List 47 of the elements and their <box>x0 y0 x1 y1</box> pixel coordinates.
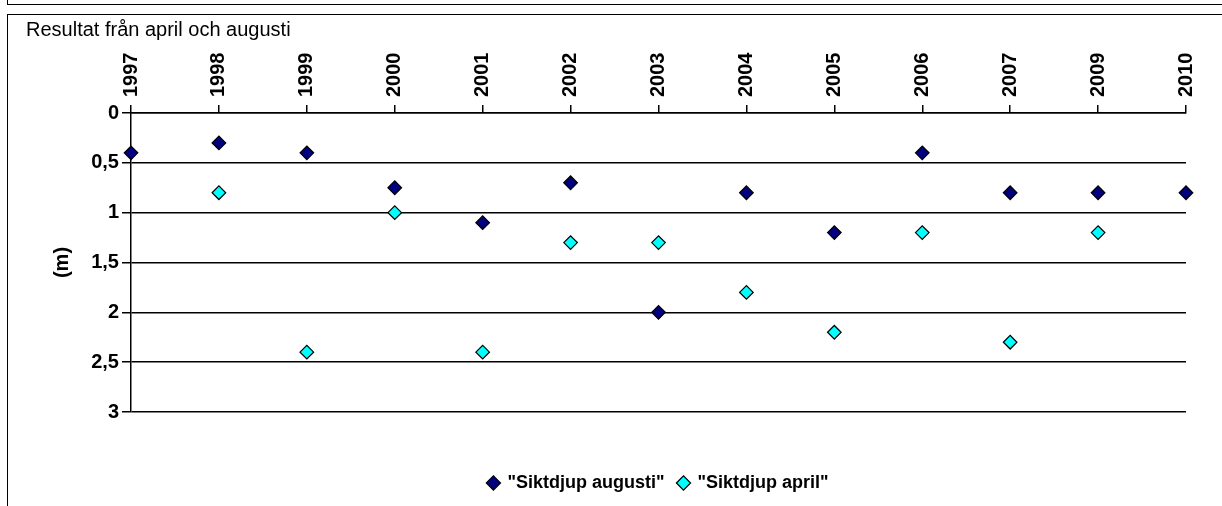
point <box>387 205 403 221</box>
legend-label: "Siktdjup april" <box>697 471 829 492</box>
y-tick-label: 3 <box>107 399 119 422</box>
x-tick-label: 1997 <box>118 52 141 97</box>
chart-title: Resultat från april och augusti <box>26 17 291 40</box>
y-tick-label: 2 <box>107 299 119 322</box>
point <box>826 324 842 340</box>
x-tick-label: 2009 <box>1085 52 1108 97</box>
point <box>211 135 227 151</box>
point <box>1090 225 1106 240</box>
y-tick-label: 0 <box>107 100 119 123</box>
legend-label: "Siktdjup augusti" <box>507 471 665 492</box>
point <box>211 185 227 201</box>
point <box>1178 185 1194 201</box>
point <box>651 235 666 250</box>
point <box>563 175 578 191</box>
point <box>1002 334 1018 350</box>
x-tick-label: 2010 <box>1173 52 1196 97</box>
y-tick-label: 1 <box>107 200 119 223</box>
x-tick-label: 2006 <box>909 52 932 97</box>
point <box>475 344 491 360</box>
x-tick-label: 2007 <box>997 52 1020 97</box>
x-tick-label: 2000 <box>382 52 405 97</box>
point <box>1002 185 1018 201</box>
y-axis-title: (m) <box>49 246 72 279</box>
x-tick-label: 1999 <box>294 52 317 97</box>
point <box>1090 185 1106 201</box>
point <box>475 215 491 231</box>
point <box>299 145 315 161</box>
x-tick-label: 1998 <box>206 52 229 97</box>
point <box>651 304 666 320</box>
x-tick-label: 2001 <box>470 52 493 97</box>
x-tick-label: 2004 <box>733 51 756 97</box>
x-tick-label: 2005 <box>821 52 844 97</box>
y-tick-label: 1,5 <box>91 250 119 273</box>
point <box>739 185 754 201</box>
y-tick-label: 2,5 <box>91 349 119 372</box>
point <box>387 180 403 196</box>
point <box>299 344 315 360</box>
point <box>914 225 930 240</box>
y-tick-label: 0,5 <box>91 150 119 173</box>
x-tick-label: 2003 <box>646 52 669 97</box>
point <box>826 225 842 240</box>
point <box>914 145 930 161</box>
x-tick-label: 2002 <box>558 52 581 97</box>
point <box>563 235 578 250</box>
point <box>739 285 754 300</box>
